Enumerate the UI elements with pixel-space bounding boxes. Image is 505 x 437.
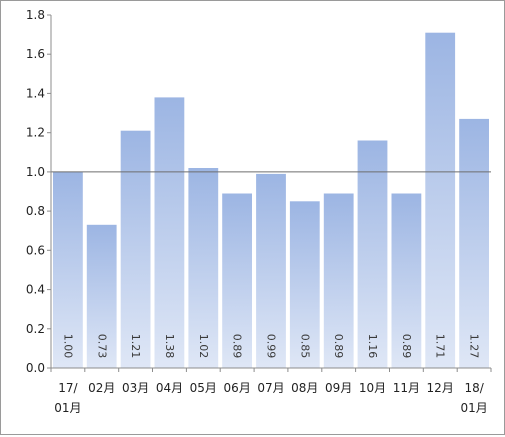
bar-12	[425, 32, 456, 368]
data-label-8: 0.85	[298, 334, 311, 359]
y-tick-label-3: 0.4	[26, 283, 45, 297]
y-tick-labels: 0.0 0.2 0.4 0.6 0.8 1.0 1.2 1.4 1.6 1.8	[26, 8, 45, 375]
bar-3	[120, 130, 151, 368]
y-tick-label-8: 1.4	[26, 86, 45, 100]
data-label-3: 1.21	[129, 334, 142, 359]
y-tick-label-1: 0.0	[26, 361, 45, 375]
axes-group	[47, 14, 492, 372]
x-tick-label-6: 06月	[224, 381, 251, 395]
x-tick-label-9: 09月	[325, 381, 352, 395]
y-tick-label-6: 1.0	[26, 165, 45, 179]
x-tick-label-11: 11月	[393, 381, 420, 395]
x-tick-labels: 17/01月 02月 03月 04月 05月 06月 07月 08月 09月 10月 11月 12月 1…	[54, 381, 487, 415]
data-label-2: 0.73	[95, 334, 108, 359]
x-tick-label-10: 10月	[359, 381, 386, 395]
x-tick-label-5: 05月	[190, 381, 217, 395]
x-tick-label-4: 04月	[156, 381, 183, 395]
bar-6	[222, 193, 252, 368]
x-tick-label-7: 07月	[257, 381, 284, 395]
x-tick-label-3: 03月	[122, 381, 149, 395]
y-tick-label-7: 1.2	[26, 126, 45, 140]
bar-8	[289, 201, 320, 368]
data-label-4: 1.38	[163, 334, 176, 359]
data-label-7: 0.99	[265, 334, 278, 359]
data-label-10: 1.16	[366, 334, 379, 359]
bar-10	[357, 140, 388, 368]
bar-13	[459, 118, 489, 369]
data-label-9: 0.89	[332, 334, 345, 359]
data-label-1: 1.00	[61, 334, 74, 359]
y-tick-label-10: 1.8	[26, 8, 45, 22]
bars-group	[53, 32, 489, 369]
data-label-12: 1.71	[434, 334, 447, 359]
x-tick-label-1: 17/01月	[54, 381, 81, 415]
bar-9	[323, 193, 354, 368]
y-tick-label-9: 1.6	[26, 47, 45, 61]
bar-4	[154, 97, 185, 369]
y-tick-label-4: 0.6	[26, 243, 45, 257]
x-tick-label-2: 02月	[88, 381, 115, 395]
x-tick-label-12: 12月	[427, 381, 454, 395]
y-tick-label-2: 0.2	[26, 322, 45, 336]
y-tick-label-5: 0.8	[26, 204, 45, 218]
bar-7	[256, 173, 286, 368]
data-labels: 1.00 0.73 1.21 1.38 1.02 0.89 0.99 0.85 0.89 1.16…	[61, 334, 480, 359]
data-label-11: 0.89	[400, 334, 413, 359]
bar-11	[391, 193, 422, 368]
data-label-5: 1.02	[197, 334, 210, 359]
data-label-13: 1.27	[468, 334, 481, 359]
x-tick-label-8: 08月	[291, 381, 318, 395]
bar-5	[188, 168, 219, 368]
bar-2	[86, 224, 117, 368]
x-tick-label-13: 18/01月	[460, 381, 487, 415]
bar-1	[53, 171, 83, 368]
data-label-6: 0.89	[231, 334, 244, 359]
